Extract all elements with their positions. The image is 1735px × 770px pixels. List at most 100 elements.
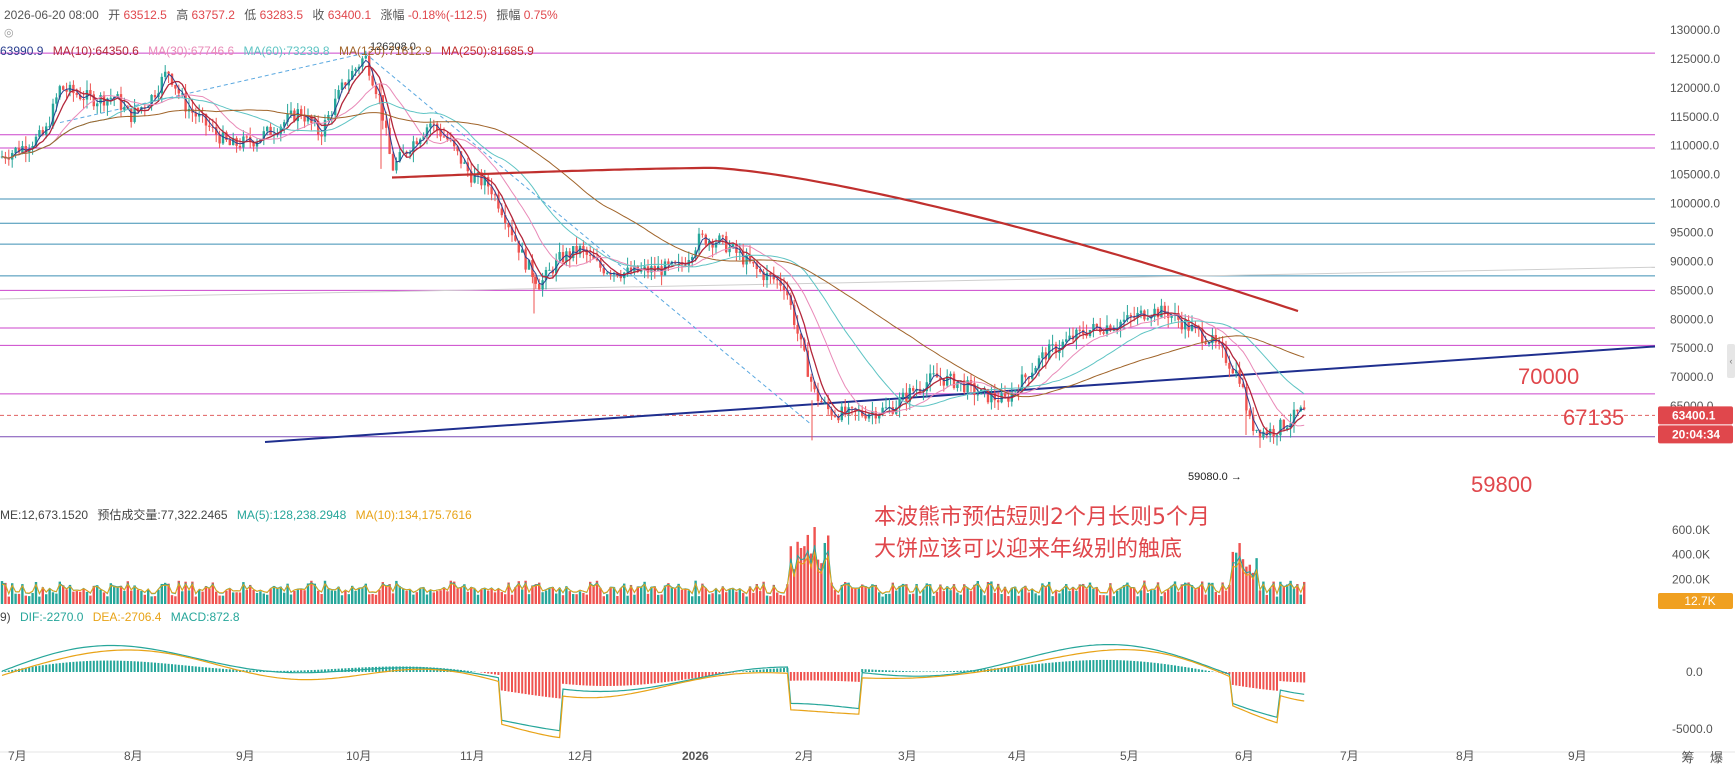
candle-body [422,135,425,140]
macd-bar [806,672,809,681]
candle-body [527,260,531,270]
volume-bar [793,569,796,604]
macd-bar [1184,667,1187,672]
candle-body [742,251,745,265]
volume-bar [62,585,65,604]
candle-body [524,249,527,270]
candle-body [398,152,401,162]
corner-toolbar[interactable]: 筹 爆 [1681,750,1729,765]
volume-bar [313,583,316,604]
macd-bar [592,672,595,686]
macd-bar [249,670,252,672]
macd-bar [191,666,194,672]
candle-body [990,393,993,403]
volume-bar [524,580,527,604]
volume-bar [456,588,459,604]
macd-bar [633,672,636,686]
volume-bar [1207,582,1211,604]
volume-bar [939,584,942,604]
macd-bar [41,665,44,672]
volume-bar [412,594,415,604]
candle-body [198,114,201,117]
volume-bar [527,594,531,604]
candle-body [565,251,568,263]
candle-body [878,414,881,419]
macd-bar [160,663,163,672]
candle-body [1146,318,1149,320]
candle-body [626,267,629,273]
macd-bar [800,672,802,681]
candle-body [225,132,228,140]
panel-collapse-handle[interactable]: ‹ [1727,344,1735,378]
candle-body [803,339,806,351]
candle-body [320,134,323,137]
macd-bar [1265,672,1268,690]
open-value: 63512.5 [123,8,167,22]
volume-bar [1071,587,1075,604]
candle-body [41,130,44,135]
volume-bar [830,582,833,604]
candle-body [830,409,833,417]
macd-bar [1143,661,1146,672]
y-tick-label: 100000.0 [1670,197,1720,211]
macd-bar [667,672,670,682]
macd-bar [126,660,129,672]
candle-body [174,84,177,89]
eye-icon[interactable]: ◎ [4,27,14,39]
candle-body [340,82,344,90]
candle-body [833,416,837,418]
candle-body [895,407,898,414]
macd-bar [1017,665,1020,672]
volume-bar [878,592,881,604]
macd-bar [198,666,201,672]
volume-bar [568,591,571,604]
x-tick-label: 6月 [1235,749,1254,763]
macd-dif-line [1,643,1305,732]
macd-bar [218,668,221,672]
volume-bar [796,541,799,604]
macd-bar [769,668,772,672]
candle-body [1068,335,1071,340]
volume-bar [17,593,21,604]
volume-bar [140,591,143,604]
volume-bar [133,585,136,604]
macd-bar [1065,661,1068,672]
candle-body [966,380,969,393]
candle-body [725,236,728,253]
macd-bar [177,664,180,672]
candle-body [136,107,140,110]
ma-legend-item: MA(10):64350.6 [52,44,139,58]
volume-bar [34,581,38,604]
volume-bar [483,588,486,604]
volume-bar [211,582,214,604]
volume-bar [799,548,803,604]
candle-body [1020,374,1024,392]
macd-bar [307,670,309,672]
macd-bar [1014,666,1017,672]
candle-body [425,127,429,136]
volume-bar [602,596,605,604]
macd-bar [1109,659,1112,672]
volume-bar [1190,585,1194,604]
candle-body [150,94,153,107]
volume-bar [1286,584,1289,604]
candle-body [218,134,221,144]
volume-bar [58,581,61,604]
candle-body [228,139,231,146]
macd-bar [657,672,660,683]
macd-bar [324,669,326,672]
macd-bar [86,661,88,672]
macd-bar [171,664,173,672]
candle-body [337,89,340,99]
volume-bar [616,596,619,604]
candle-body [51,103,55,127]
macd-bar [670,672,673,682]
close-value: 63400.1 [327,8,372,22]
candle-body [164,71,167,77]
candle-body [106,98,109,106]
macd-bar [854,672,857,682]
volume-bar [541,592,544,604]
candle-body [1133,316,1136,318]
candle-body [779,279,782,286]
